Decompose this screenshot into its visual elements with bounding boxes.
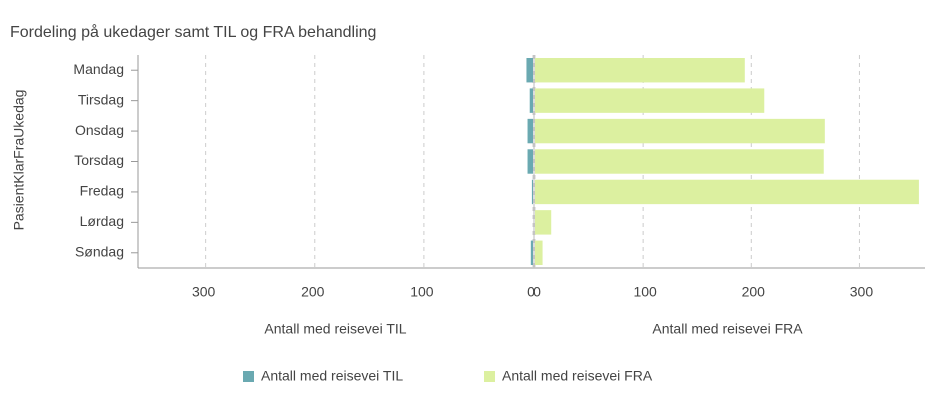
bar bbox=[535, 179, 919, 205]
x-tick-label: 300 bbox=[850, 284, 874, 300]
x-axis-label: Antall med reisevei FRA bbox=[652, 321, 803, 337]
bar bbox=[529, 88, 533, 113]
y-tick-label: Torsdag bbox=[74, 152, 124, 168]
bar bbox=[531, 179, 533, 205]
chart-title: Fordeling på ukedager samt TIL og FRA be… bbox=[10, 23, 376, 41]
x-tick-label: 200 bbox=[742, 284, 766, 300]
bar bbox=[535, 240, 543, 265]
y-tick-label: Tirsdag bbox=[78, 91, 124, 107]
bar bbox=[535, 88, 765, 113]
bar bbox=[527, 118, 533, 144]
y-tick-label: Fredag bbox=[80, 183, 124, 199]
bar bbox=[535, 149, 824, 174]
bar bbox=[535, 118, 825, 144]
x-tick-label: 0 bbox=[527, 284, 535, 300]
bar bbox=[527, 149, 533, 174]
x-tick-label: 100 bbox=[410, 284, 434, 300]
x-tick-label: 200 bbox=[301, 284, 325, 300]
x-tick-label: 300 bbox=[192, 284, 216, 300]
x-tick-label: 0 bbox=[533, 284, 541, 300]
bar bbox=[535, 58, 745, 83]
legend-label: Antall med reisevei TIL bbox=[261, 368, 403, 384]
y-axis-label: PasientKlarFraUkedag bbox=[11, 90, 27, 231]
bar bbox=[530, 240, 533, 265]
legend-swatch bbox=[484, 371, 495, 382]
legend-label: Antall med reisevei FRA bbox=[502, 368, 653, 384]
y-tick-label: Søndag bbox=[75, 243, 124, 259]
y-tick-label: Onsdag bbox=[75, 122, 124, 138]
y-tick-label: Mandag bbox=[73, 61, 124, 77]
bar bbox=[526, 58, 533, 83]
x-axis-label: Antall med reisevei TIL bbox=[264, 321, 406, 337]
bar bbox=[535, 210, 552, 235]
y-tick-label: Lørdag bbox=[80, 213, 124, 229]
legend-swatch bbox=[243, 371, 254, 382]
x-tick-label: 100 bbox=[633, 284, 657, 300]
